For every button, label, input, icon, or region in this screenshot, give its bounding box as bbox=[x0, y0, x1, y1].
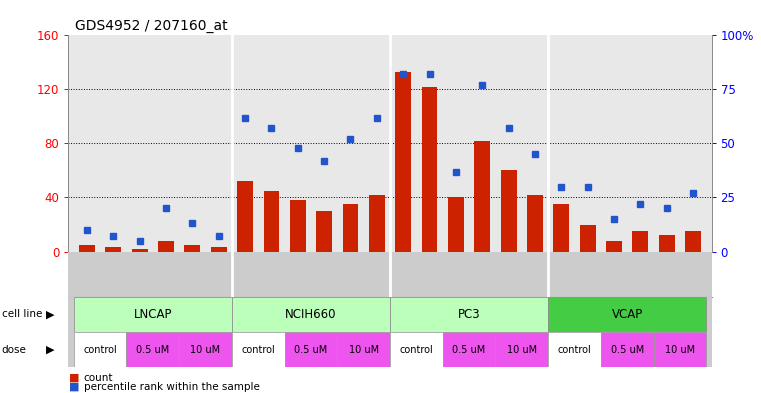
Bar bbox=[317, 211, 332, 252]
Bar bbox=[263, 191, 279, 252]
Text: dose: dose bbox=[2, 345, 27, 355]
Bar bbox=[580, 224, 596, 252]
Text: count: count bbox=[84, 373, 113, 383]
Bar bbox=[548, 297, 706, 332]
Bar bbox=[79, 245, 95, 252]
Bar bbox=[422, 87, 438, 252]
Text: percentile rank within the sample: percentile rank within the sample bbox=[84, 382, 260, 392]
Text: 0.5 uM: 0.5 uM bbox=[295, 345, 327, 355]
Text: ▶: ▶ bbox=[46, 309, 54, 320]
Bar bbox=[132, 249, 148, 252]
Text: control: control bbox=[83, 345, 117, 355]
Text: 10 uM: 10 uM bbox=[507, 345, 537, 355]
Text: ■: ■ bbox=[68, 382, 79, 392]
Bar bbox=[474, 141, 490, 252]
Bar bbox=[601, 332, 654, 367]
Bar bbox=[390, 332, 443, 367]
Bar bbox=[369, 195, 385, 252]
Bar bbox=[74, 297, 232, 332]
Bar bbox=[495, 332, 548, 367]
Bar bbox=[685, 231, 701, 252]
Bar bbox=[501, 171, 517, 252]
Bar bbox=[659, 235, 675, 252]
Text: GDS4952 / 207160_at: GDS4952 / 207160_at bbox=[75, 19, 228, 33]
Text: 0.5 uM: 0.5 uM bbox=[136, 345, 170, 355]
Bar bbox=[395, 72, 411, 252]
Bar bbox=[548, 332, 601, 367]
Bar bbox=[606, 241, 622, 252]
Bar bbox=[179, 332, 232, 367]
Bar bbox=[184, 245, 200, 252]
Text: 0.5 uM: 0.5 uM bbox=[453, 345, 486, 355]
Bar bbox=[290, 200, 306, 252]
Text: ▶: ▶ bbox=[46, 345, 54, 355]
Bar bbox=[390, 297, 548, 332]
Text: LNCAP: LNCAP bbox=[134, 308, 172, 321]
Text: 10 uM: 10 uM bbox=[665, 345, 695, 355]
Bar bbox=[74, 332, 126, 367]
Bar bbox=[158, 241, 174, 252]
Text: 10 uM: 10 uM bbox=[190, 345, 221, 355]
Bar bbox=[285, 332, 337, 367]
Bar bbox=[632, 231, 648, 252]
Bar bbox=[337, 332, 390, 367]
Text: cell line: cell line bbox=[2, 309, 42, 320]
Text: VCAP: VCAP bbox=[612, 308, 643, 321]
Bar bbox=[211, 248, 227, 252]
Text: 10 uM: 10 uM bbox=[349, 345, 379, 355]
Text: control: control bbox=[558, 345, 591, 355]
Bar bbox=[126, 332, 179, 367]
Bar bbox=[553, 204, 569, 252]
Bar bbox=[448, 197, 463, 252]
Bar bbox=[654, 332, 706, 367]
Bar bbox=[527, 195, 543, 252]
Text: ■: ■ bbox=[68, 373, 79, 383]
Text: NCIH660: NCIH660 bbox=[285, 308, 336, 321]
Bar bbox=[237, 181, 253, 252]
Bar bbox=[232, 297, 390, 332]
Bar bbox=[342, 204, 358, 252]
Text: PC3: PC3 bbox=[458, 308, 480, 321]
Text: control: control bbox=[241, 345, 275, 355]
Text: 0.5 uM: 0.5 uM bbox=[610, 345, 644, 355]
Bar bbox=[232, 332, 285, 367]
Text: control: control bbox=[400, 345, 433, 355]
Bar bbox=[105, 248, 121, 252]
Bar bbox=[443, 332, 495, 367]
